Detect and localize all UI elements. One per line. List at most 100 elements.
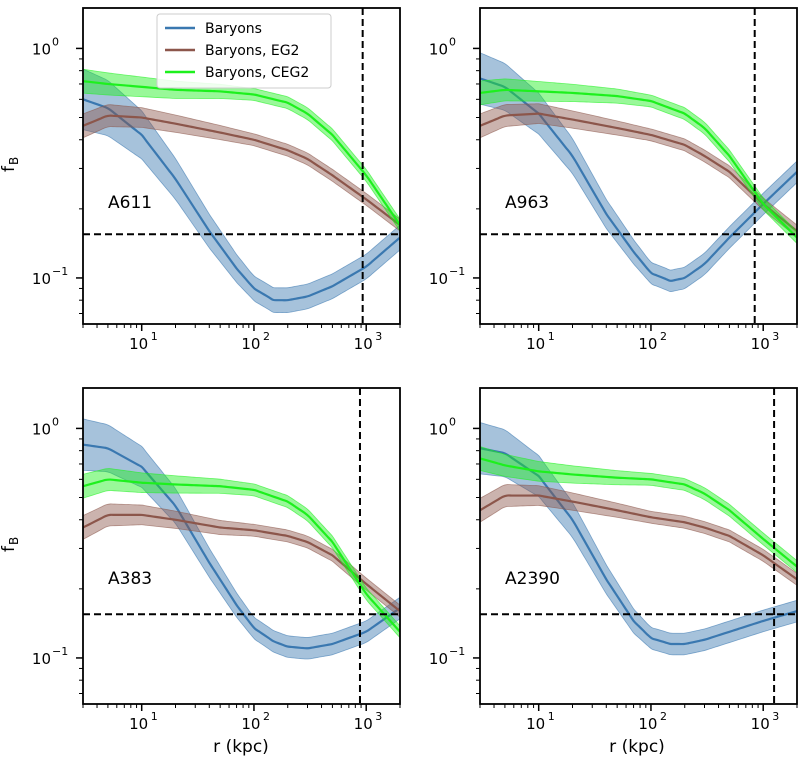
y-tick-exponent: 0 (52, 415, 59, 428)
series-baryons (480, 422, 797, 656)
series-baryons-eg2 (83, 104, 400, 232)
legend-entry-label: Baryons (205, 21, 262, 37)
x-tick-label: 10 (241, 715, 260, 733)
y-tick-exponent: −1 (449, 265, 465, 278)
y-tick-label: 10 (429, 40, 448, 58)
x-tick-label: 10 (354, 335, 373, 353)
confidence-band (480, 103, 797, 238)
x-tick-label: 10 (354, 715, 373, 733)
series-line (83, 478, 400, 633)
panel-label: A963 (505, 193, 549, 213)
y-tick-label: 10 (32, 650, 51, 668)
plot-area (83, 388, 400, 704)
series-line (480, 112, 797, 232)
series-line (83, 513, 400, 612)
x-tick-label: 10 (638, 715, 657, 733)
confidence-band (480, 422, 797, 656)
series-line (480, 457, 797, 568)
y-tick-exponent: −1 (52, 265, 68, 278)
x-tick-label: 10 (526, 335, 545, 353)
panel-label: A2390 (505, 569, 560, 589)
series-line (83, 114, 400, 226)
plot-area (480, 388, 797, 704)
y-tick-label: 10 (32, 40, 51, 58)
x-tick-exponent: 3 (772, 710, 779, 723)
series-line (480, 494, 797, 581)
x-tick-exponent: 2 (660, 330, 667, 343)
confidence-band (83, 68, 400, 314)
confidence-band (83, 418, 400, 660)
x-tick-exponent: 1 (151, 330, 158, 343)
panel-label: A611 (108, 193, 152, 213)
confidence-band (83, 104, 400, 232)
y-axis-label-text: fB (0, 157, 21, 172)
confidence-band (480, 52, 797, 292)
plot-area (480, 8, 797, 324)
legend: Baryons Baryons, EG2 Baryons, CEG2 (156, 13, 332, 89)
x-axis-label-right: r (kpc) (609, 737, 665, 757)
y-tick-label: 10 (429, 270, 448, 288)
axis-frame (82, 387, 401, 705)
y-tick-exponent: −1 (52, 645, 68, 658)
x-tick-exponent: 3 (772, 330, 779, 343)
x-tick-exponent: 1 (548, 330, 555, 343)
y-tick-label: 10 (429, 420, 448, 438)
x-tick-exponent: 3 (375, 330, 382, 343)
x-tick-label: 10 (751, 335, 770, 353)
x-tick-exponent: 2 (263, 710, 270, 723)
y-axis-label-bottom: fB (0, 537, 21, 552)
confidence-band (480, 446, 797, 574)
series-line (83, 443, 400, 650)
x-tick-exponent: 2 (660, 710, 667, 723)
axis-frame (479, 387, 798, 705)
x-tick-label: 10 (241, 335, 260, 353)
y-axis-label-top: fB (0, 157, 21, 172)
x-tick-exponent: 3 (375, 710, 382, 723)
series-baryons-eg2 (83, 503, 400, 618)
y-tick-exponent: 0 (449, 35, 456, 48)
series-baryons (83, 68, 400, 314)
series-baryons-ceg2 (480, 78, 797, 245)
y-tick-exponent: −1 (449, 645, 465, 658)
x-tick-exponent: 2 (263, 330, 270, 343)
series-baryons (83, 418, 400, 660)
y-tick-exponent: 0 (449, 415, 456, 428)
x-tick-label: 10 (751, 715, 770, 733)
x-axis-label-left: r (kpc) (213, 737, 269, 757)
plot-area (83, 8, 400, 324)
series-baryons-ceg2 (83, 468, 400, 639)
legend-box (156, 13, 332, 89)
x-tick-label: 10 (638, 335, 657, 353)
panel-label: A383 (108, 569, 152, 589)
series-baryons-eg2 (480, 484, 797, 586)
legend-entry-label: Baryons, CEG2 (205, 65, 309, 81)
y-tick-label: 10 (32, 270, 51, 288)
series-baryons (480, 52, 797, 292)
y-tick-label: 10 (429, 650, 448, 668)
series-line (480, 447, 797, 646)
x-tick-exponent: 1 (151, 710, 158, 723)
x-tick-exponent: 1 (548, 710, 555, 723)
axis-frame (479, 7, 798, 325)
confidence-band (83, 468, 400, 639)
x-tick-label: 10 (526, 715, 545, 733)
x-tick-label: 10 (129, 335, 148, 353)
series-line (83, 98, 400, 302)
axis-frame (82, 7, 401, 325)
y-axis-label-text: fB (0, 537, 21, 552)
series-baryons-ceg2 (480, 446, 797, 574)
legend-entry-label: Baryons, EG2 (205, 43, 299, 59)
y-tick-label: 10 (32, 420, 51, 438)
y-tick-exponent: 0 (52, 35, 59, 48)
series-line (83, 80, 400, 226)
series-line (480, 77, 797, 282)
x-tick-label: 10 (129, 715, 148, 733)
series-baryons-eg2 (480, 103, 797, 238)
series-line (480, 88, 797, 239)
